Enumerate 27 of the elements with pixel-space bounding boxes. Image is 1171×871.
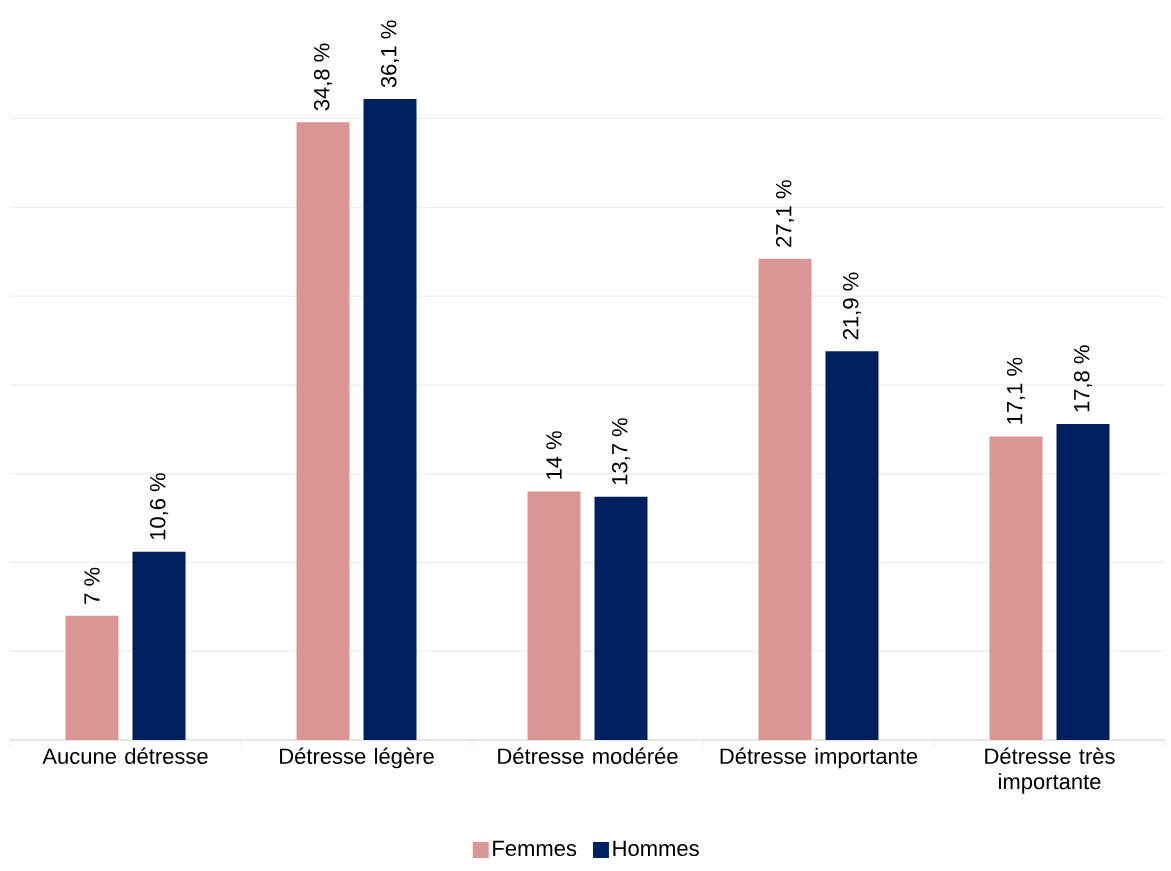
bar [989,436,1043,740]
data-label: 27,1 % [775,180,795,247]
bar [296,122,350,740]
bar [825,351,879,740]
bar [363,99,417,740]
data-label: 17,1 % [1006,357,1026,424]
x-tick-label: Détresse très importante [985,747,1115,794]
data-label: 7 % [84,567,100,604]
x-tick-label: Détresse légère [280,747,434,769]
bar [65,615,119,740]
x-tick-label: Aucune détresse [42,747,208,764]
bar [594,496,648,740]
data-label: 14 % [546,431,562,479]
data-label: 21,9 % [842,272,862,340]
data-label: 34,8 % [313,43,333,111]
x-tick-label: Détresse modérée [498,747,678,764]
bar [758,258,812,740]
bar [1056,423,1110,740]
legend-label: Femmes [493,840,577,857]
bar [527,491,581,740]
data-label: 13,7 % [611,418,631,485]
data-label: 10,6 % [149,473,169,540]
data-label: 17,8 % [1073,345,1093,412]
legend-label: Hommes [613,840,699,857]
data-label: 36,1 % [380,20,400,88]
x-tick-label: Détresse importante [720,747,918,769]
bar [132,551,186,740]
